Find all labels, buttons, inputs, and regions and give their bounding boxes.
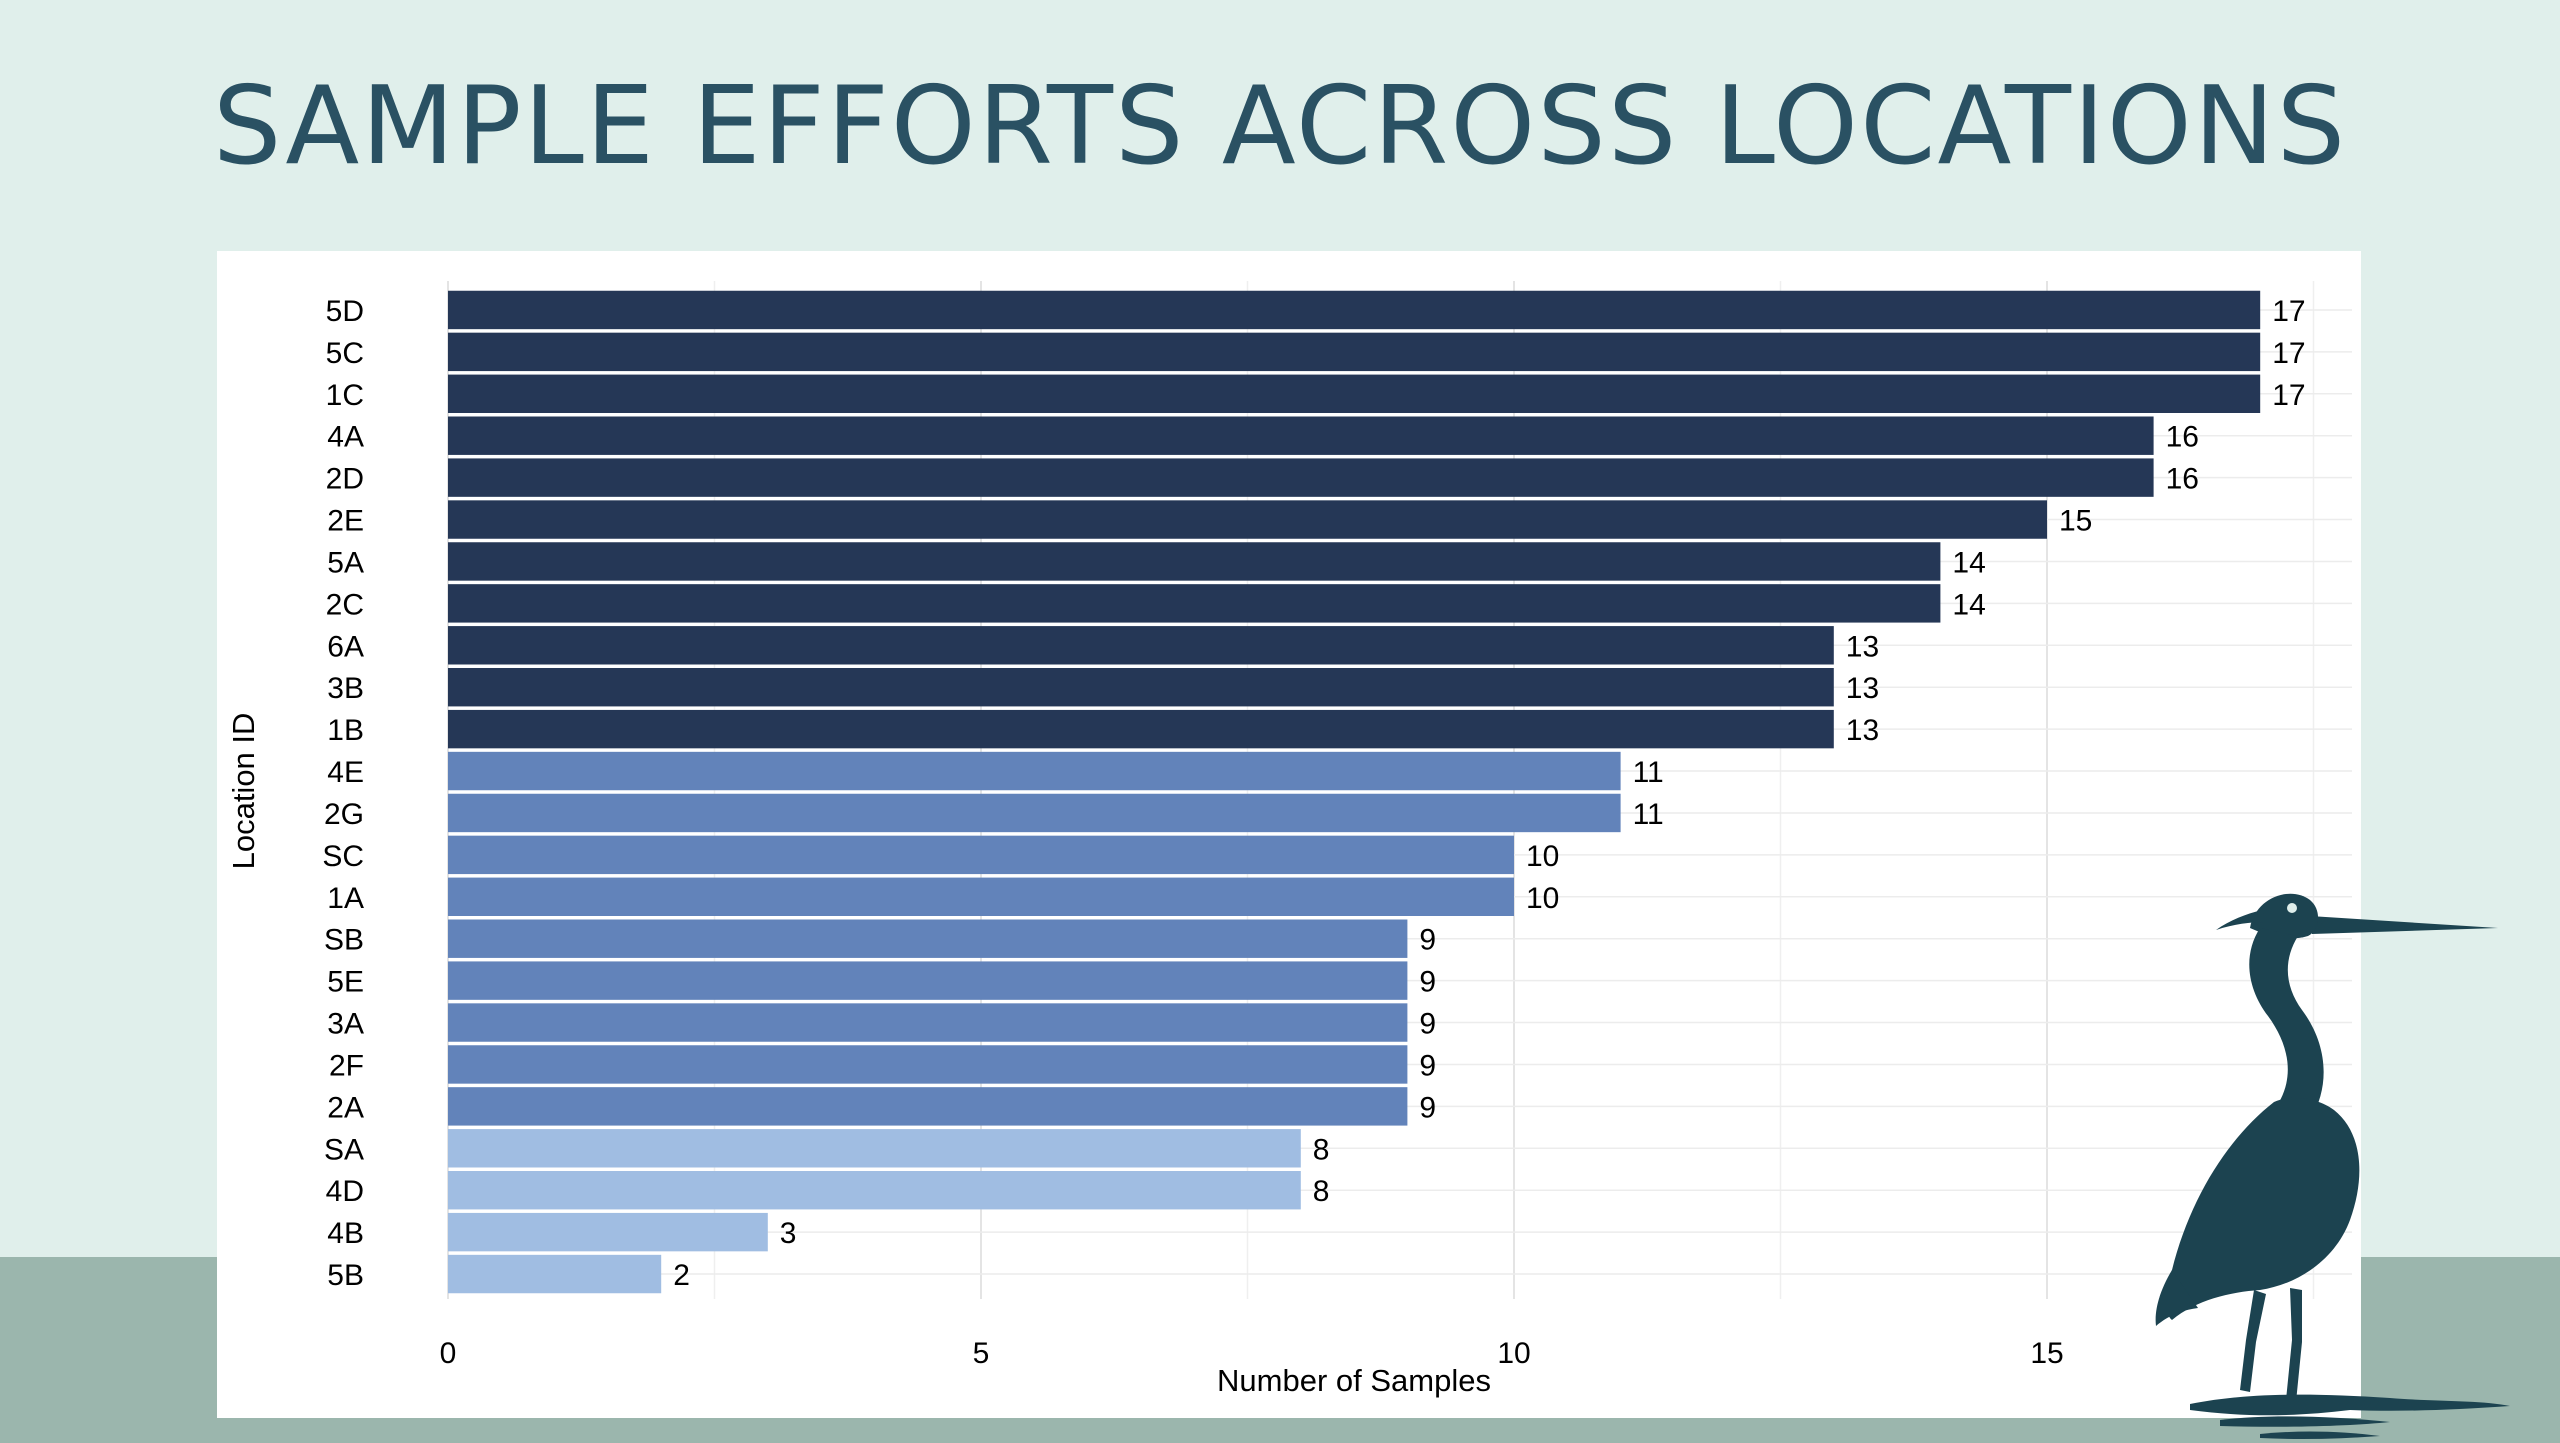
bar-chart: 171717161615141413131311111010999998832 … [226, 281, 2352, 1398]
data-label-SA: 8 [1313, 1133, 1330, 1166]
data-label-2A: 9 [1419, 1091, 1436, 1124]
y-tick-label-SA: SA [324, 1133, 364, 1166]
data-label-4A: 16 [2166, 421, 2199, 454]
bar-4B [448, 1212, 768, 1252]
y-tick-label-4B: 4B [327, 1217, 364, 1250]
data-label-1A: 10 [1526, 882, 1559, 915]
x-tick-label-10: 10 [1497, 1337, 1530, 1370]
bar-5E [448, 961, 1408, 1000]
bars [448, 290, 2261, 1294]
bar-SB [448, 919, 1408, 958]
bar-2F [448, 1045, 1408, 1084]
data-label-2E: 15 [2059, 505, 2092, 538]
data-label-1B: 13 [1846, 714, 1879, 747]
y-tick-label-1A: 1A [327, 882, 364, 915]
data-label-5C: 17 [2272, 337, 2305, 370]
data-label-5B: 2 [673, 1259, 690, 1292]
bar-1B [448, 709, 1834, 749]
y-tick-label-2E: 2E [327, 505, 364, 538]
data-label-3B: 13 [1846, 672, 1879, 705]
bar-5B [448, 1254, 662, 1294]
data-label-6A: 13 [1846, 630, 1879, 663]
data-labels: 17 17 17 16 16 15 14 14 13 13 13 11 11 10 10 9 9 9 9 9 8 8 3 2 [673, 295, 2305, 1292]
y-tick-label-5C: 5C [326, 337, 364, 370]
y-tick-label-SB: SB [324, 924, 364, 957]
y-tick-label-3A: 3A [327, 1008, 364, 1041]
bar-5A [448, 542, 1941, 581]
bar-4A [448, 416, 2154, 455]
bar-6A [448, 626, 1834, 665]
bar-2A [448, 1087, 1408, 1126]
x-tick-label-5: 5 [973, 1337, 990, 1370]
bar-1C [448, 374, 2261, 413]
data-label-1C: 17 [2272, 379, 2305, 412]
bar-4E [448, 751, 1621, 791]
bar-2G [448, 793, 1621, 833]
data-label-2D: 16 [2166, 463, 2199, 496]
y-tick-label-2F: 2F [329, 1049, 364, 1082]
x-axis-tick-labels: 0 5 10 15 [440, 1337, 2064, 1370]
heron-icon [2155, 893, 2510, 1440]
y-tick-label-SC: SC [322, 840, 364, 873]
y-tick-label-5A: 5A [327, 546, 364, 579]
data-label-4D: 8 [1313, 1175, 1330, 1208]
y-tick-label-2C: 2C [326, 588, 364, 621]
bar-SC [448, 835, 1514, 875]
y-tick-label-4A: 4A [327, 421, 364, 454]
data-label-2F: 9 [1419, 1049, 1436, 1082]
x-axis-title: Number of Samples [1217, 1363, 1491, 1398]
page-title: SAMPLE EFFORTS ACROSS LOCATIONS [212, 64, 2348, 189]
data-label-4E: 11 [1633, 756, 1664, 789]
y-tick-label-3B: 3B [327, 672, 364, 705]
data-label-3A: 9 [1419, 1008, 1436, 1041]
bar-5C [448, 332, 2261, 372]
bar-3B [448, 668, 1834, 707]
y-tick-label-5E: 5E [327, 966, 364, 999]
bar-SA [448, 1129, 1301, 1168]
bar-3A [448, 1003, 1408, 1042]
data-label-SC: 10 [1526, 840, 1559, 873]
y-tick-label-6A: 6A [327, 630, 364, 663]
data-label-SB: 9 [1419, 924, 1436, 957]
data-label-5D: 17 [2272, 295, 2305, 328]
y-axis-tick-labels: 5D 5C 1C 4A 2D 2E 5A 2C 6A 3B 1B 4E 2G SC 1A SB 5E 3A 2F 2A… [322, 295, 364, 1292]
y-tick-label-4D: 4D [326, 1175, 364, 1208]
bar-1A [448, 877, 1514, 916]
x-tick-label-15: 15 [2030, 1337, 2063, 1370]
y-tick-label-2G: 2G [324, 798, 364, 831]
bar-2E [448, 500, 2047, 539]
bar-4D [448, 1171, 1301, 1210]
y-axis-title: Location ID [226, 713, 261, 870]
y-tick-label-1C: 1C [326, 379, 364, 412]
x-tick-label-0: 0 [440, 1337, 457, 1370]
data-label-5A: 14 [1952, 546, 1985, 579]
data-label-4B: 3 [780, 1217, 797, 1250]
data-label-2C: 14 [1952, 588, 1985, 621]
y-tick-label-4E: 4E [327, 756, 364, 789]
y-tick-label-2D: 2D [326, 463, 364, 496]
bar-5D [448, 290, 2261, 330]
data-label-5E: 9 [1419, 966, 1436, 999]
y-tick-label-5B: 5B [327, 1259, 364, 1292]
y-tick-label-2A: 2A [327, 1091, 364, 1124]
y-tick-label-1B: 1B [327, 714, 364, 747]
chart-card: 17 17 17 16 16 15 14 14 13 13 13 11 11 10 10 9 9 9 9 9 8 8 3 2 … [217, 251, 2361, 1418]
y-tick-label-5D: 5D [326, 295, 364, 328]
bar-2C [448, 584, 1941, 623]
bar-2D [448, 458, 2154, 497]
data-label-2G: 11 [1633, 798, 1664, 831]
